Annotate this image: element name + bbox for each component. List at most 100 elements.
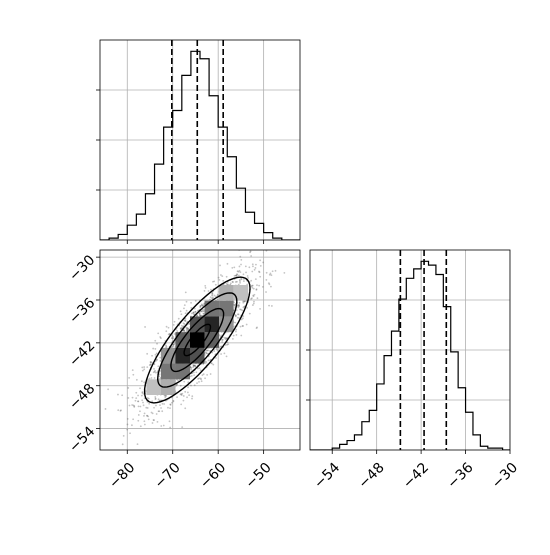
scatter-point (207, 359, 210, 362)
scatter-point (192, 366, 195, 369)
scatter-point (199, 304, 202, 307)
scatter-point (251, 304, 254, 306)
scatter-point (226, 262, 229, 265)
scatter-point (149, 374, 152, 376)
scatter-point (156, 420, 159, 423)
scatter-point (142, 392, 145, 395)
scatter-point (153, 419, 155, 422)
scatter-point (201, 308, 204, 311)
scatter-point (141, 369, 144, 372)
scatter-point (167, 406, 169, 409)
scatter-point (249, 251, 251, 254)
scatter-point (159, 356, 162, 359)
scatter-point (209, 298, 211, 301)
scatter-point (204, 377, 206, 380)
scatter-point (213, 350, 216, 353)
scatter-point (196, 314, 199, 317)
scatter-point (148, 377, 151, 380)
scatter-point (256, 284, 258, 287)
scatter-point (227, 343, 230, 346)
scatter-point (172, 345, 175, 348)
y-tick-label-joint: −36 (66, 295, 98, 327)
scatter-point (250, 285, 253, 288)
scatter-point (270, 285, 272, 288)
scatter-point (190, 374, 193, 377)
scatter-point (131, 369, 134, 371)
scatter-point (199, 369, 202, 372)
scatter-point (259, 264, 262, 267)
scatter-point (143, 366, 146, 368)
scatter-point (179, 310, 182, 313)
y-tick-label-joint: −42 (66, 338, 98, 370)
scatter-point (168, 333, 171, 335)
scatter-point (168, 420, 171, 423)
scatter-point (269, 272, 272, 275)
scatter-point (254, 278, 257, 281)
scatter-point (183, 319, 186, 322)
scatter-point (185, 300, 188, 303)
scatter-point (148, 364, 151, 367)
scatter-point (193, 307, 196, 310)
scatter-point (194, 310, 197, 313)
scatter-point (182, 395, 185, 397)
scatter-point (155, 413, 158, 415)
scatter-point (233, 301, 236, 304)
scatter-point (234, 330, 237, 333)
scatter-point (186, 327, 189, 329)
scatter-point (157, 410, 160, 413)
scatter-point (109, 452, 111, 454)
scatter-point (169, 403, 172, 406)
scatter-point (190, 366, 193, 369)
scatter-point (235, 328, 238, 331)
scatter-point (213, 294, 216, 297)
scatter-point (180, 326, 182, 329)
scatter-point (104, 408, 107, 410)
scatter-point (183, 329, 185, 332)
scatter-point (155, 404, 157, 407)
scatter-point (234, 281, 237, 283)
scatter-point (250, 279, 253, 282)
scatter-point (184, 291, 187, 294)
scatter-point (237, 304, 240, 306)
scatter-point (172, 343, 175, 346)
scatter-point (167, 326, 170, 329)
scatter-point (252, 295, 255, 298)
scatter-point (165, 325, 168, 328)
scatter-point (215, 357, 217, 359)
scatter-point (236, 273, 238, 276)
scatter-point (240, 277, 243, 280)
scatter-point (149, 361, 152, 363)
scatter-point (216, 349, 219, 352)
scatter-point (247, 277, 249, 279)
scatter-point (255, 289, 258, 291)
scatter-point (233, 304, 236, 306)
scatter-point (204, 360, 207, 363)
scatter-point (254, 267, 257, 269)
scatter-point (255, 327, 258, 330)
scatter-point (159, 360, 162, 362)
scatter-point (212, 363, 215, 366)
scatter-point (211, 292, 214, 295)
scatter-point (156, 358, 158, 361)
scatter-point (133, 405, 136, 407)
scatter-point (202, 304, 205, 307)
scatter-point (150, 411, 153, 414)
scatter-point (150, 363, 152, 366)
scatter-point (137, 405, 140, 408)
scatter-point (201, 374, 204, 377)
scatter-point (251, 284, 254, 287)
scatter-point (235, 334, 238, 336)
scatter-point (160, 425, 163, 427)
scatter-point (231, 266, 234, 269)
contour-0 (183, 323, 212, 357)
scatter-point (200, 378, 202, 381)
y-tick-label-joint: −54 (66, 424, 98, 456)
scatter-point (183, 329, 185, 332)
scatter-point (132, 404, 135, 407)
scatter-point (147, 418, 150, 421)
scatter-point (207, 290, 210, 292)
scatter-point (173, 320, 176, 323)
scatter-point (172, 343, 175, 346)
scatter-point (249, 250, 252, 253)
scatter-point (199, 377, 202, 380)
